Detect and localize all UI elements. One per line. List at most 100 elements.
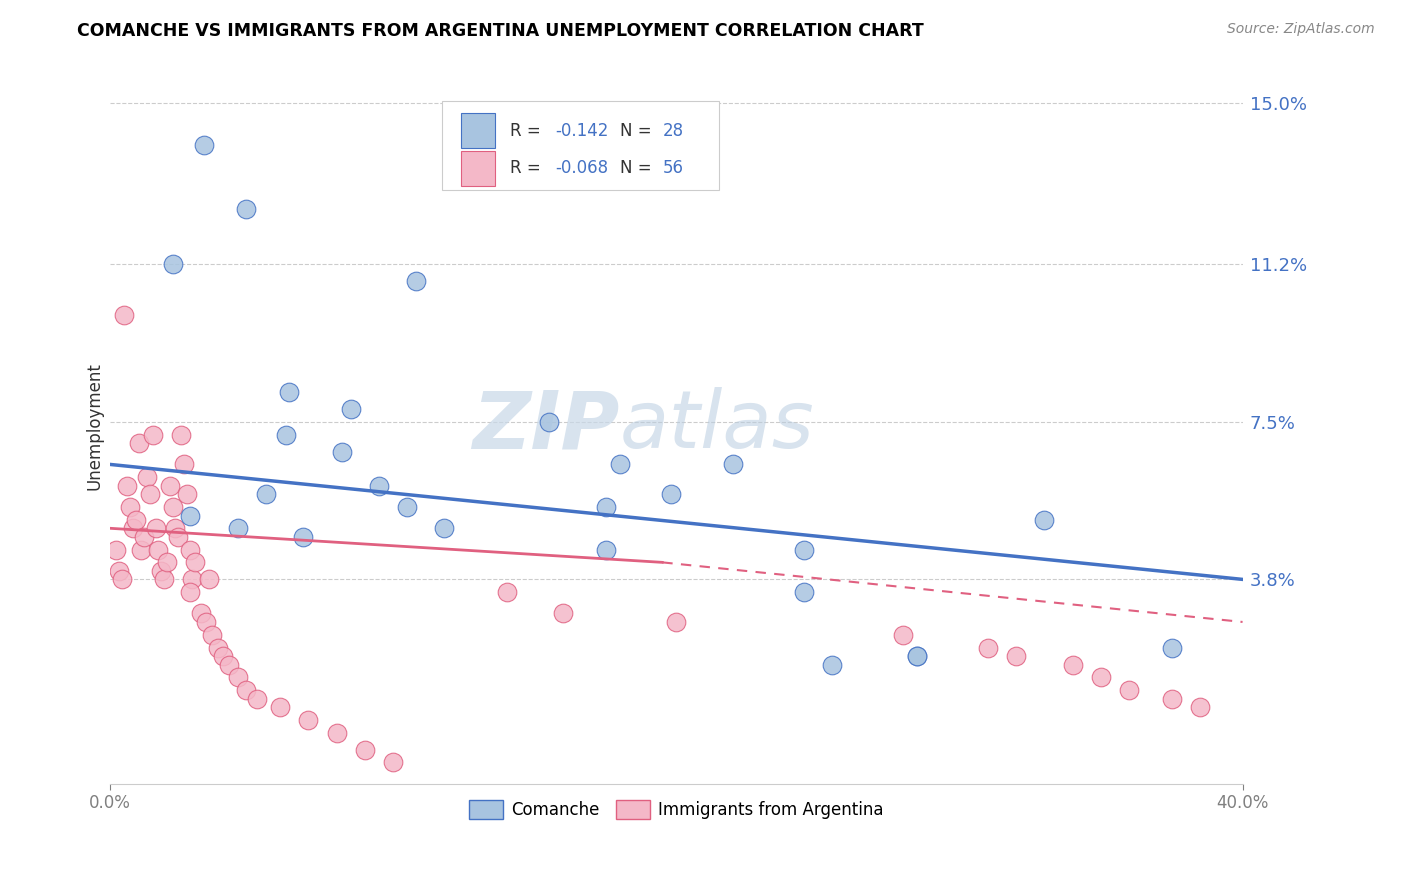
Point [1090,670,1112,684]
Point [609,458,631,472]
Text: ZIP: ZIP [472,387,620,465]
Text: Source: ZipAtlas.com: Source: ZipAtlas.com [1227,22,1375,37]
Point [340,402,363,417]
FancyBboxPatch shape [441,101,720,190]
Point [297,713,319,727]
Point [190,607,212,621]
Point [184,555,207,569]
Point [142,427,165,442]
Point [977,640,1000,655]
Point [131,542,153,557]
Point [396,500,419,514]
Point [115,479,138,493]
Point [134,530,156,544]
Point [218,657,240,672]
Point [274,427,297,442]
Text: N =: N = [620,160,657,178]
Point [104,542,127,557]
Point [120,500,142,514]
Point [433,521,456,535]
Point [201,628,224,642]
Point [150,564,173,578]
Point [125,513,148,527]
Point [156,555,179,569]
Point [193,138,215,153]
Point [721,458,744,472]
Point [368,479,391,493]
Text: atlas: atlas [620,387,814,465]
Point [212,648,235,663]
Point [595,542,617,557]
Point [891,628,914,642]
Text: COMANCHE VS IMMIGRANTS FROM ARGENTINA UNEMPLOYMENT CORRELATION CHART: COMANCHE VS IMMIGRANTS FROM ARGENTINA UN… [77,22,924,40]
Point [405,274,427,288]
Point [139,487,162,501]
Legend: Comanche, Immigrants from Argentina: Comanche, Immigrants from Argentina [463,793,890,825]
Point [1118,683,1140,698]
Point [148,542,170,557]
Text: R =: R = [510,121,546,140]
Y-axis label: Unemployment: Unemployment [86,362,103,490]
Point [905,648,928,663]
Point [195,615,218,629]
Point [159,479,181,493]
Point [173,458,195,472]
Point [145,521,167,535]
Point [179,508,201,523]
Point [226,521,249,535]
Point [325,725,347,739]
Point [659,487,682,501]
Point [1062,657,1084,672]
Point [905,648,928,663]
Point [162,500,184,514]
Point [1189,700,1212,714]
Point [181,573,204,587]
Point [246,691,269,706]
Point [179,585,201,599]
Point [207,640,229,655]
Point [122,521,145,535]
Point [110,573,132,587]
Point [382,756,405,770]
Point [1033,513,1056,527]
Point [165,521,187,535]
Point [153,573,176,587]
Text: N =: N = [620,121,657,140]
Point [226,670,249,684]
Point [665,615,688,629]
Point [595,500,617,514]
Point [1005,648,1028,663]
Text: -0.068: -0.068 [555,160,609,178]
Point [170,427,193,442]
Text: R =: R = [510,160,546,178]
Point [553,607,575,621]
Point [167,530,190,544]
Bar [461,113,495,148]
Point [821,657,844,672]
Point [793,542,815,557]
Point [495,585,517,599]
Point [176,487,198,501]
Point [1160,691,1182,706]
Point [198,573,221,587]
Point [332,444,354,458]
Point [179,542,201,557]
Point [291,530,314,544]
Text: 56: 56 [662,160,683,178]
Point [128,436,150,450]
Point [269,700,291,714]
Point [277,385,299,400]
Text: 28: 28 [662,121,683,140]
Point [235,202,257,216]
Point [254,487,277,501]
Text: -0.142: -0.142 [555,121,609,140]
Point [136,470,159,484]
Point [1160,640,1182,655]
Bar [461,152,495,186]
Point [235,683,257,698]
Point [107,564,129,578]
Point [793,585,815,599]
Point [354,742,377,756]
Point [537,415,560,429]
Point [162,257,184,271]
